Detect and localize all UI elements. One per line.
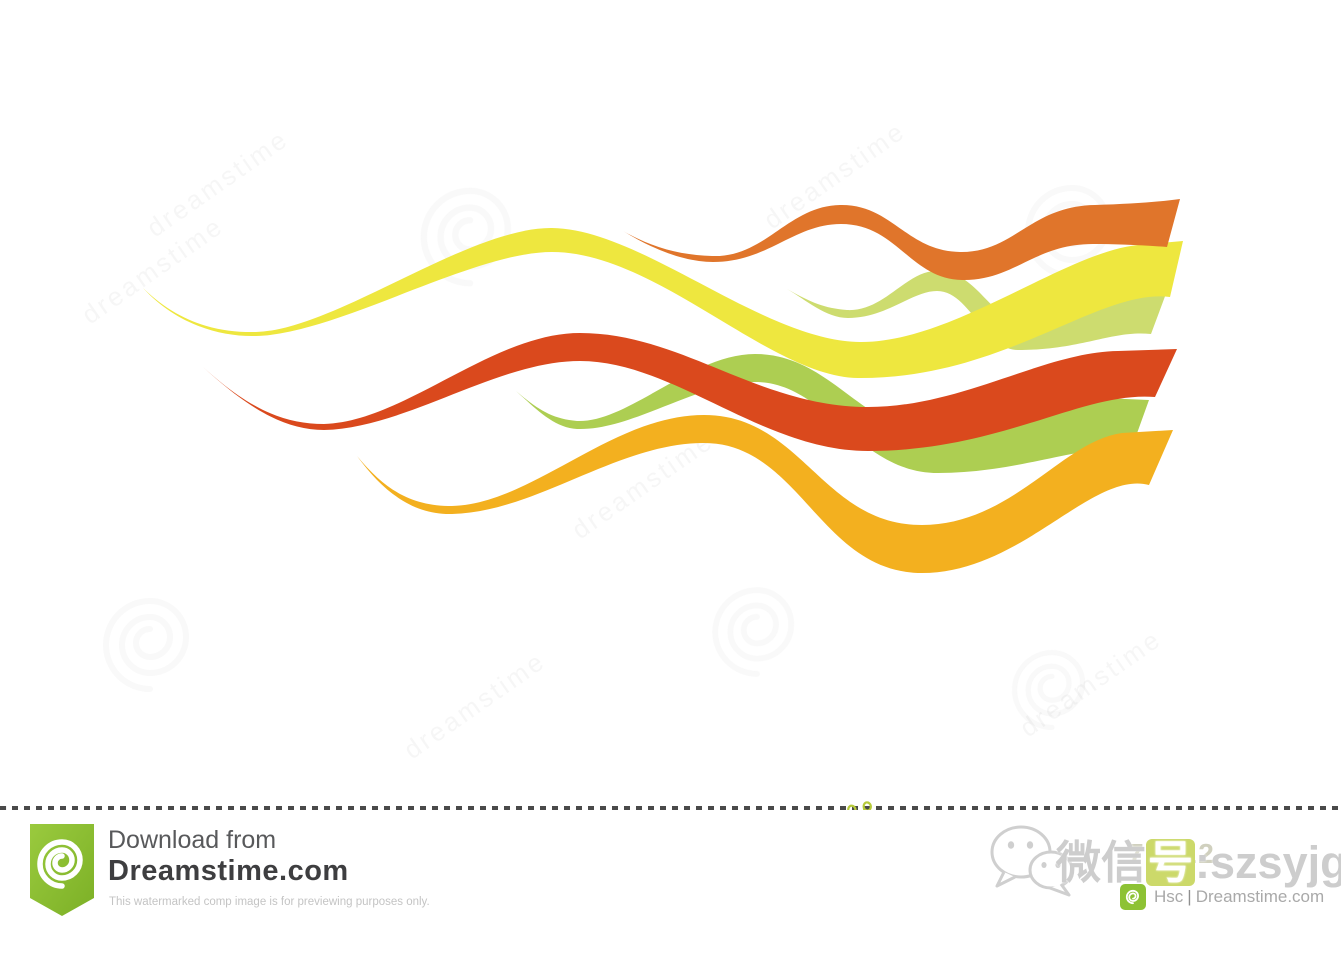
artwork-canvas: dreamstime dreamstime dreamstime dreamst… bbox=[0, 0, 1183, 806]
ribbon-orange bbox=[623, 199, 1180, 281]
wechat-hao-highlight: 号 bbox=[1146, 837, 1196, 888]
wechat-account-id: szsyjgd bbox=[1210, 837, 1341, 888]
watermark-disclaimer-text: This watermarked comp image is for previ… bbox=[109, 896, 430, 908]
wechat-colon: : bbox=[1195, 837, 1211, 888]
dreamstime-logo-icon bbox=[30, 824, 94, 916]
author-credit: Hsc | Dreamstime.com bbox=[1120, 884, 1324, 910]
wechat-account-watermark: 微信号:szsyjgd bbox=[1056, 826, 1341, 891]
perforated-cut-line bbox=[0, 806, 1341, 810]
ribbon-red bbox=[203, 333, 1177, 451]
dreamstime-site-label: Dreamstime.com bbox=[108, 855, 349, 887]
credit-text: Hsc | Dreamstime.com bbox=[1154, 887, 1324, 907]
ribbon-yellow bbox=[143, 227, 1183, 379]
credit-separator: | bbox=[1187, 887, 1192, 906]
credit-author: Hsc bbox=[1154, 887, 1184, 906]
footer-credit-bar: Download from Dreamstime.com This waterm… bbox=[0, 810, 1341, 969]
dreamstime-small-logo-icon bbox=[1120, 884, 1146, 910]
credit-site: Dreamstime.com bbox=[1195, 887, 1325, 906]
wechat-icon bbox=[990, 825, 1074, 897]
wavy-ribbons-graphic bbox=[0, 0, 1183, 806]
wechat-prefix: 微信 bbox=[1056, 837, 1147, 888]
ribbon-amber bbox=[357, 415, 1173, 573]
download-from-label: Download from bbox=[108, 826, 277, 854]
